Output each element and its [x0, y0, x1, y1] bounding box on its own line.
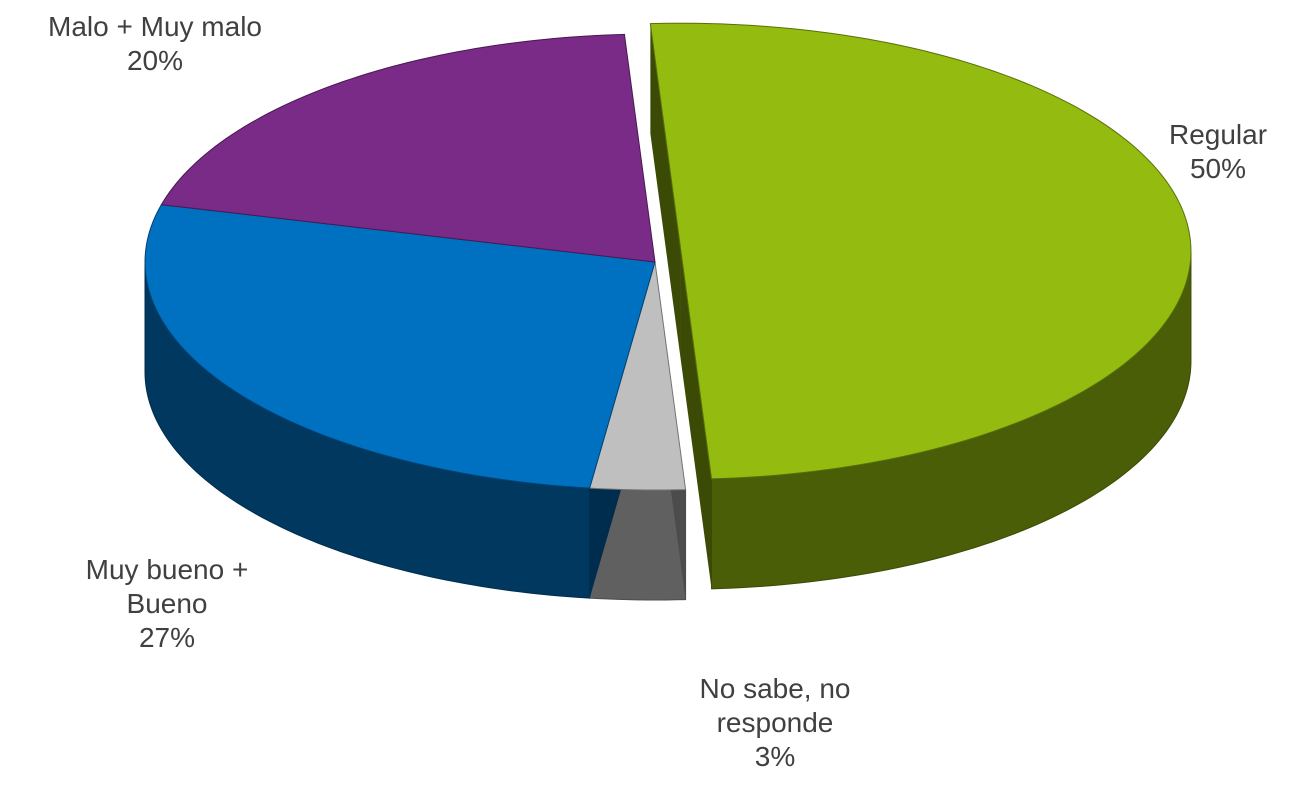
label-category: Muy bueno + Bueno [85, 554, 249, 619]
slice [649, 22, 1192, 480]
label-value: 20% [126, 45, 184, 76]
data-label: Muy bueno + Bueno 27% [62, 553, 272, 655]
slice-cut [680, 251, 712, 589]
label-value: 3% [754, 741, 796, 772]
slice [144, 204, 656, 489]
slice [588, 261, 687, 491]
label-category: Regular [1168, 119, 1268, 150]
slice [160, 33, 656, 263]
label-value: 50% [1189, 153, 1247, 184]
data-label: Malo + Muy malo 20% [5, 10, 305, 78]
data-label: Regular 50% [1153, 118, 1283, 186]
data-label: No sabe, no responde 3% [675, 672, 875, 774]
label-value: 27% [138, 622, 196, 653]
label-category: Malo + Muy malo [48, 11, 262, 42]
slice-cut [650, 23, 681, 362]
slice-tops [144, 22, 1192, 491]
label-category: No sabe, no responde [699, 673, 851, 738]
